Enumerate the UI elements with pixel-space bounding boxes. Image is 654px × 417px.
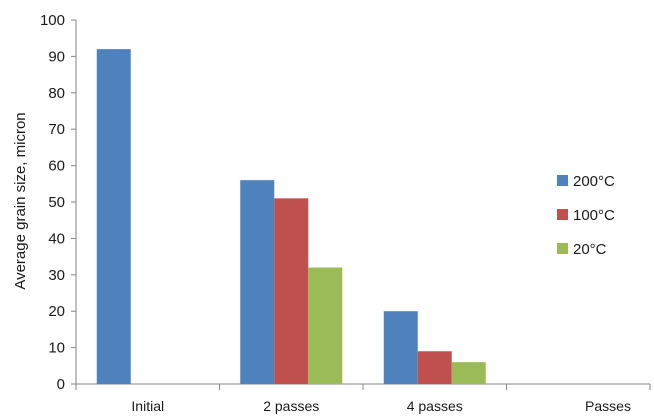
bar	[383, 311, 418, 384]
x-axis-label: Passes	[585, 398, 631, 414]
axes: 0 10 20 30 40 50 60 70 80 90 100 Initial 2 passes 4 p…	[40, 12, 651, 414]
y-tick-label: 80	[48, 85, 65, 102]
legend-swatch	[557, 209, 568, 220]
y-tick-label: 90	[48, 48, 65, 65]
y-tick-label: 40	[48, 230, 65, 247]
y-tick-label: 30	[48, 267, 65, 284]
legend-label: 100°C	[573, 207, 615, 224]
y-tick-label: 10	[48, 340, 65, 357]
legend: 200°C 100°C 20°C	[557, 173, 615, 258]
y-tick-label: 100	[40, 12, 65, 29]
legend-swatch	[557, 243, 568, 254]
legend-label: 200°C	[573, 173, 615, 190]
x-tick-label: 2 passes	[263, 398, 319, 414]
y-tick-label: 70	[48, 121, 65, 138]
bar	[308, 267, 343, 384]
y-tick-label: 60	[48, 158, 65, 175]
x-tick-label: 4 passes	[407, 398, 463, 414]
bar	[417, 351, 452, 384]
axis-labels: Average grain size, micron Passes	[12, 112, 631, 414]
y-tick-label: 50	[48, 194, 65, 211]
bars	[96, 49, 486, 385]
bar	[274, 198, 309, 384]
y-tick-label: 0	[57, 376, 65, 393]
legend-swatch	[557, 175, 568, 186]
x-tick-label: Initial	[131, 398, 164, 414]
y-axis-label: Average grain size, micron	[12, 112, 29, 289]
y-tick-label: 20	[48, 303, 65, 320]
bar	[451, 362, 486, 384]
bar	[240, 180, 275, 384]
legend-label: 20°C	[573, 241, 607, 258]
bar	[96, 49, 131, 385]
